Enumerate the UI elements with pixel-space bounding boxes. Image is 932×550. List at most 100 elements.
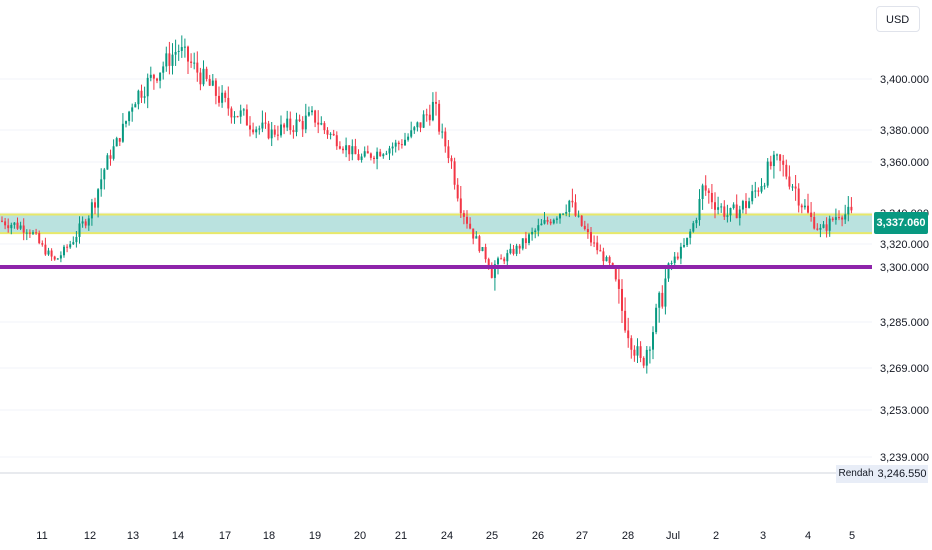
candle-body: [335, 135, 338, 147]
candle-body: [444, 131, 447, 147]
x-tick-label: 26: [532, 530, 544, 542]
x-tick-label: 27: [576, 530, 588, 542]
candle-body: [286, 118, 289, 128]
candle-body: [143, 96, 146, 98]
candle-body: [233, 116, 236, 118]
candle-body: [208, 78, 211, 86]
candle-body: [289, 118, 292, 131]
x-tick-label: 13: [127, 530, 139, 542]
candle-body: [559, 213, 561, 219]
candle-body: [109, 155, 112, 159]
x-tick-label: 12: [84, 530, 96, 542]
candle-body: [528, 234, 530, 244]
candle-body: [422, 114, 425, 128]
candle-body: [106, 155, 109, 170]
candle-body: [425, 114, 428, 116]
x-tick-label: 17: [219, 530, 231, 542]
x-tick-label: 11: [36, 530, 47, 542]
candle-body: [540, 223, 543, 226]
candle-body: [664, 278, 667, 307]
candle-body: [627, 330, 630, 339]
candle-body: [255, 129, 258, 133]
candle-body: [850, 206, 853, 211]
candle-body: [391, 146, 394, 149]
y-tick-label: 3,360.000: [880, 157, 929, 169]
candle-body: [137, 90, 140, 105]
candle-body: [695, 220, 698, 224]
x-tick-label: 4: [805, 530, 811, 542]
candle-body: [800, 205, 803, 208]
candle-body: [447, 146, 450, 159]
candle-body: [4, 221, 7, 226]
candle-body: [841, 217, 844, 220]
candle-body: [351, 146, 354, 155]
candle-body: [187, 46, 189, 62]
low-value-label: 3,246.550: [876, 465, 928, 483]
candle-body: [639, 346, 642, 358]
candle-body: [81, 221, 84, 224]
candle-body: [190, 61, 193, 63]
candle-body: [394, 142, 397, 147]
candle-body: [280, 124, 282, 136]
candle-body: [500, 258, 503, 260]
candle-body: [791, 186, 794, 188]
candle-body: [171, 54, 174, 66]
candle-body: [466, 216, 468, 224]
candle-body: [459, 198, 462, 214]
candle-body: [546, 220, 549, 222]
candle-body: [847, 206, 850, 215]
candle-body: [369, 153, 372, 158]
y-tick-label: 3,400.000: [880, 74, 929, 86]
x-tick-label: 28: [622, 530, 634, 542]
candle-body: [506, 253, 509, 262]
currency-button[interactable]: USD: [876, 6, 920, 32]
candle-body: [320, 123, 323, 125]
candle-body: [531, 231, 534, 235]
candle-body: [608, 257, 611, 263]
candle-body: [834, 217, 837, 220]
candle-body: [676, 256, 679, 259]
candle-body: [670, 263, 673, 265]
candle-body: [825, 224, 828, 231]
candle-body: [729, 208, 732, 216]
candle-body: [183, 46, 186, 48]
candle-body: [115, 138, 118, 147]
candle-body: [218, 95, 220, 103]
y-tick-label: 3,320.000: [880, 239, 929, 251]
candle-body: [63, 246, 65, 256]
candle-body: [94, 202, 96, 208]
y-axis: 3,400.0003,380.0003,360.0003,340.0003,32…: [880, 74, 929, 464]
candle-body: [605, 257, 608, 262]
candle-body: [357, 154, 360, 161]
candle-body: [230, 108, 233, 118]
candle-body: [462, 213, 465, 217]
candle-body: [593, 242, 596, 244]
candle-body: [121, 123, 124, 142]
candle-body: [193, 62, 196, 64]
candle-body: [686, 237, 689, 246]
y-tick-label: 3,253.000: [880, 405, 929, 417]
candle-body: [10, 224, 13, 229]
candle-body: [84, 221, 87, 226]
candle-body: [388, 148, 391, 154]
candle-body: [552, 219, 555, 224]
candle-body: [741, 201, 744, 210]
candle-body: [714, 202, 716, 210]
y-tick-label: 3,380.000: [880, 125, 929, 137]
candle-body: [360, 156, 363, 161]
candle-body: [16, 222, 19, 229]
candle-body: [177, 50, 180, 52]
candle-body: [707, 190, 710, 193]
candle-body: [323, 123, 326, 131]
candle-body: [379, 151, 382, 157]
candle-body: [748, 201, 751, 208]
candle-body: [487, 259, 490, 266]
candle-body: [249, 125, 251, 130]
candle-body: [701, 185, 704, 199]
candle-body: [273, 129, 276, 135]
candle-body: [258, 128, 261, 130]
candle-body: [772, 154, 775, 167]
candle-body: [717, 207, 720, 210]
x-tick-label: 24: [441, 530, 453, 542]
